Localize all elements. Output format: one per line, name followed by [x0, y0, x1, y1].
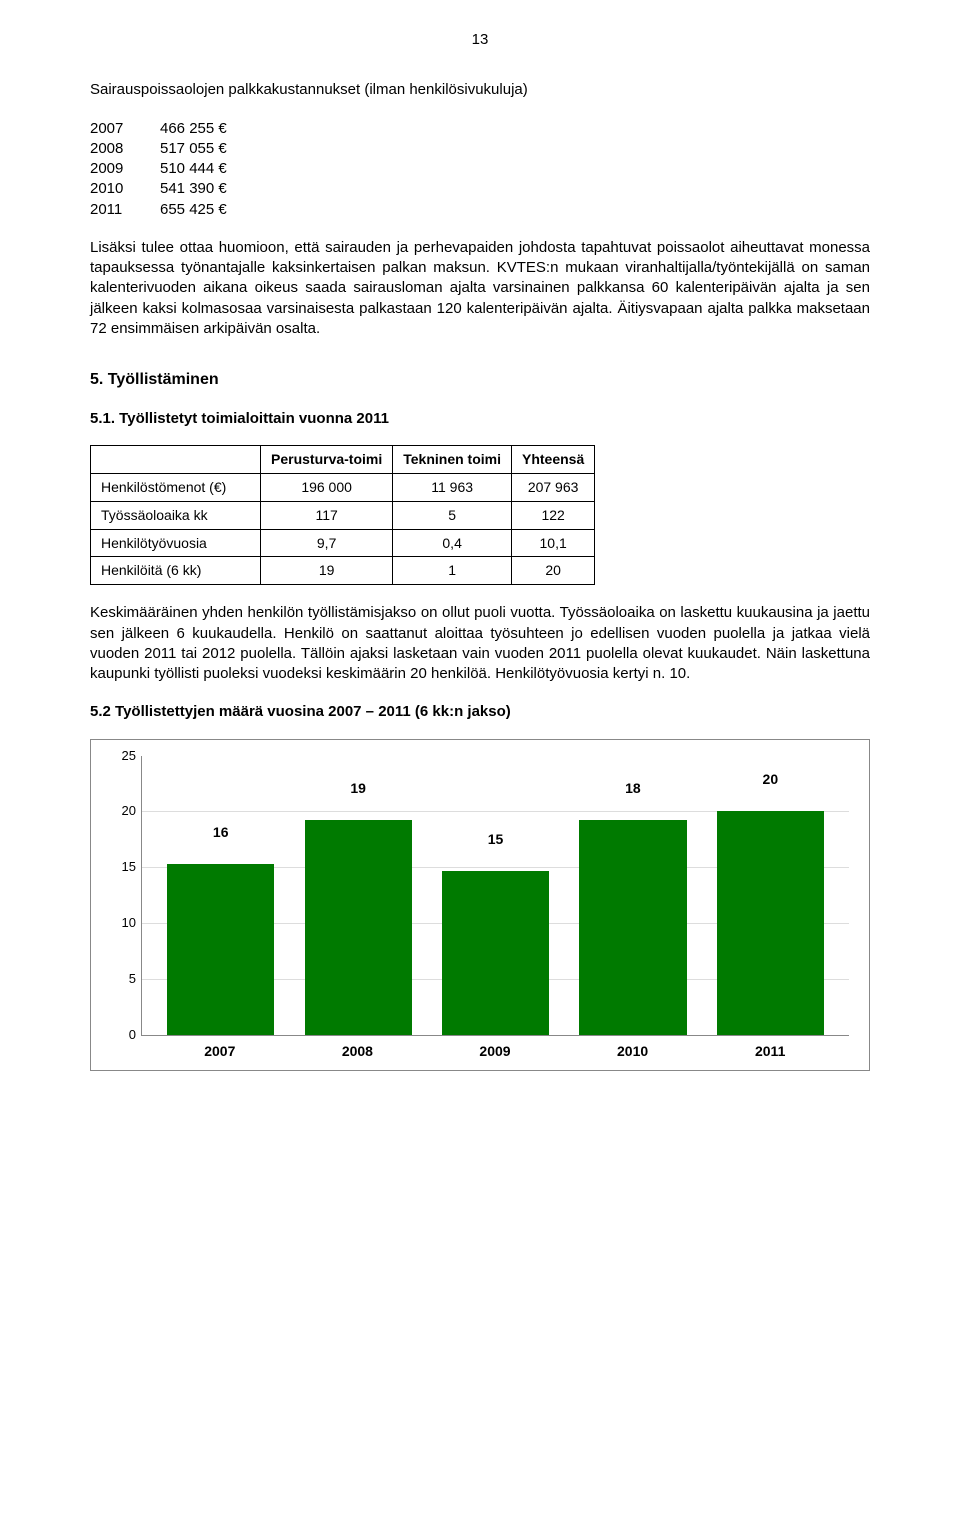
chart-xlabel: 2011	[701, 1042, 839, 1061]
intro-paragraph: Sairauspoissaolojen palkkakustannukset (…	[90, 80, 870, 100]
chart-bars: 16 19 15 18 20	[142, 756, 849, 1035]
table-row-label: Henkilötyövuosia	[91, 529, 261, 557]
cost-row: 2011655 425 €	[90, 200, 870, 220]
cost-row: 2010541 390 €	[90, 179, 870, 199]
table-cell: 10,1	[512, 529, 595, 557]
table-row-label: Henkilöitä (6 kk)	[91, 557, 261, 585]
subsection-5-2-title: 5.2 Työllistettyjen määrä vuosina 2007 –…	[90, 702, 870, 722]
chart-bar-label: 19	[350, 780, 366, 799]
chart-bar-label: 15	[488, 830, 504, 849]
table-cell: 5	[393, 501, 512, 529]
table-row-label: Henkilöstömenot (€)	[91, 473, 261, 501]
table-row-label: Työssäoloaika kk	[91, 501, 261, 529]
table-cell: 122	[512, 501, 595, 529]
chart-bar-label: 16	[213, 823, 229, 842]
chart-bar	[579, 820, 686, 1034]
table-cell: 19	[261, 557, 393, 585]
chart-bar-label: 18	[625, 780, 641, 799]
table-cell: 9,7	[261, 529, 393, 557]
page-number: 13	[90, 30, 870, 50]
subsection-5-1-title: 5.1. Työllistetyt toimialoittain vuonna …	[90, 409, 870, 429]
chart-bar	[442, 871, 549, 1035]
table-cell: 196 000	[261, 473, 393, 501]
chart-xlabel: 2009	[426, 1042, 564, 1061]
chart-xlabel: 2008	[289, 1042, 427, 1061]
cost-value: 510 444 €	[160, 159, 227, 179]
chart-bar-slot: 20	[702, 756, 839, 1035]
cost-year: 2007	[90, 119, 160, 139]
chart-bar-label: 20	[763, 771, 779, 790]
chart-x-labels: 20072008200920102011	[141, 1036, 849, 1061]
table-cell: 20	[512, 557, 595, 585]
chart-bar-slot: 18	[564, 756, 701, 1035]
cost-value: 541 390 €	[160, 179, 227, 199]
chart-ytick: 0	[112, 1026, 136, 1044]
table-header: Tekninen toimi	[393, 445, 512, 473]
table-cell: 0,4	[393, 529, 512, 557]
table-cell: 207 963	[512, 473, 595, 501]
cost-list: 2007466 255 €2008517 055 €2009510 444 €2…	[90, 119, 870, 220]
chart-5-2: 05101520251619151820	[141, 756, 849, 1036]
table-cell: 11 963	[393, 473, 512, 501]
chart-bar-slot: 19	[289, 756, 426, 1035]
table-row: Henkilötyövuosia9,70,410,1	[91, 529, 595, 557]
table-header	[91, 445, 261, 473]
chart-bar	[717, 811, 824, 1034]
chart-xlabel: 2007	[151, 1042, 289, 1061]
table-cell: 117	[261, 501, 393, 529]
body-paragraph-2: Lisäksi tulee ottaa huomioon, että saira…	[90, 238, 870, 339]
cost-year: 2008	[90, 139, 160, 159]
chart-ytick: 20	[112, 803, 136, 821]
cost-value: 655 425 €	[160, 200, 227, 220]
cost-year: 2010	[90, 179, 160, 199]
chart-bar-slot: 16	[152, 756, 289, 1035]
chart-bar-slot: 15	[427, 756, 564, 1035]
chart-ytick: 10	[112, 914, 136, 932]
cost-row: 2008517 055 €	[90, 139, 870, 159]
cost-year: 2009	[90, 159, 160, 179]
chart-ytick: 15	[112, 858, 136, 876]
table-row: Työssäoloaika kk1175122	[91, 501, 595, 529]
chart-ytick: 25	[112, 747, 136, 765]
cost-row: 2007466 255 €	[90, 119, 870, 139]
cost-year: 2011	[90, 200, 160, 220]
chart-bar	[305, 820, 412, 1034]
cost-value: 517 055 €	[160, 139, 227, 159]
table-5-1: Perusturva-toimiTekninen toimiYhteensäHe…	[90, 445, 595, 585]
body-paragraph-3: Keskimääräinen yhden henkilön työllistäm…	[90, 603, 870, 684]
table-row: Henkilöstömenot (€)196 00011 963207 963	[91, 473, 595, 501]
cost-row: 2009510 444 €	[90, 159, 870, 179]
chart-xlabel: 2010	[564, 1042, 702, 1061]
table-cell: 1	[393, 557, 512, 585]
chart-bar	[167, 864, 274, 1035]
table-header: Yhteensä	[512, 445, 595, 473]
cost-value: 466 255 €	[160, 119, 227, 139]
chart-ytick: 5	[112, 970, 136, 988]
section-5-title: 5. Työllistäminen	[90, 369, 870, 391]
chart-5-2-container: 0 5 10 15 20 25 16 19 15 18 20 2007200820092010201…	[90, 739, 870, 1072]
table-row: Henkilöitä (6 kk)19120	[91, 557, 595, 585]
table-header: Perusturva-toimi	[261, 445, 393, 473]
